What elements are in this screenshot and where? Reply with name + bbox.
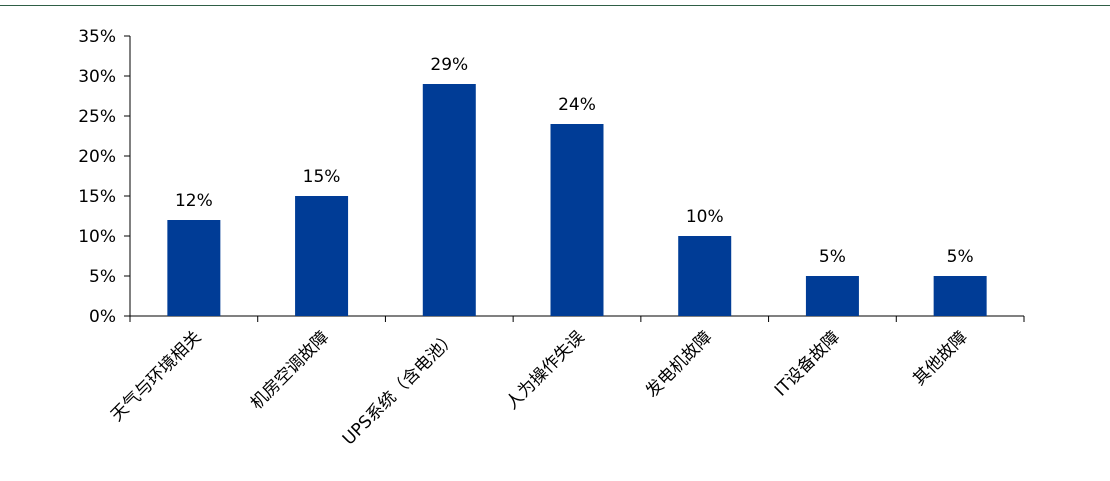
y-tick-label: 15% (78, 187, 116, 207)
bar (805, 276, 859, 316)
data-label: 10% (686, 207, 724, 227)
bar (933, 276, 987, 316)
y-tick-label: 30% (78, 67, 116, 87)
data-label: 15% (303, 167, 341, 187)
data-label: 24% (558, 95, 596, 115)
category-label: 天气与环境相关 (107, 327, 205, 425)
y-tick-label: 25% (78, 107, 116, 127)
bar (295, 196, 349, 316)
category-label: UPS系统（含电池） (339, 327, 461, 449)
category-label: 发电机故障 (642, 327, 716, 401)
y-tick-label: 0% (89, 307, 116, 327)
y-tick-label: 35% (78, 27, 116, 47)
y-tick-label: 10% (78, 227, 116, 247)
bar (422, 84, 476, 316)
bar (167, 220, 221, 316)
category-label: 机房空调故障 (247, 327, 333, 413)
y-tick-label: 20% (78, 147, 116, 167)
bar (678, 236, 732, 316)
data-label: 5% (947, 247, 974, 267)
data-label: 29% (430, 55, 468, 75)
data-label: 5% (819, 247, 846, 267)
category-label: 人为操作失误 (502, 327, 588, 413)
category-label: 其他故障 (909, 327, 971, 389)
y-tick-label: 5% (89, 267, 116, 287)
data-label: 12% (175, 191, 213, 211)
bar (550, 124, 604, 316)
top-rule (0, 5, 1110, 6)
category-label: IT设备故障 (771, 327, 844, 400)
